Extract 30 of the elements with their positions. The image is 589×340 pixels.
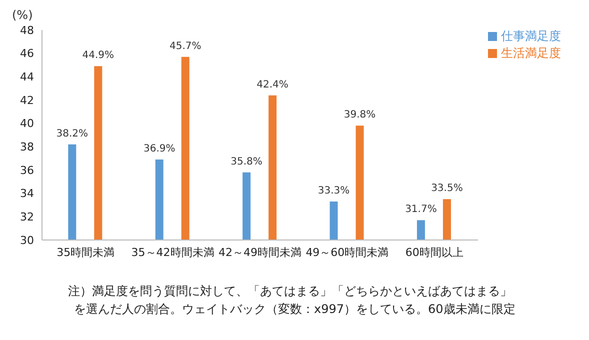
data-label: 44.9% [82,50,114,62]
y-tick-label: 30 [20,234,34,247]
y-tick-label: 34 [20,187,34,200]
data-label: 33.3% [318,186,350,196]
y-tick-label: 48 [20,24,34,37]
y-tick-label: 46 [20,47,34,60]
text: を選んだ人の割合。ウェイトバック（変数：x997）をしている。60歳未満に限定 [73,301,516,318]
data-label: 45.7% [169,40,202,52]
text: 注）満足度を問う質問に対して、「あてはまる」「どちらかといえばあてはまる」 [68,283,513,300]
y-tick-label: 36 [20,164,34,177]
x-tick-label: 49～60時間未満 [306,246,389,259]
data-label: 33.5% [431,183,463,194]
data-label: 42.4% [256,79,288,90]
x-tick-label: 60時間以上 [405,246,464,259]
y-tick-label: 38 [20,140,34,154]
data-label: 35.8% [230,156,262,168]
data-label: 39.8% [344,110,376,121]
y-tick-label: 42 [20,94,34,107]
data-label: 38.2% [56,128,88,140]
x-tick-label: 42～49時間未満 [218,246,302,259]
legend-label: 生活満足度 [501,46,561,60]
y-tick-label: 32 [20,210,34,224]
x-tick-label: 35～42時間未満 [131,246,214,259]
x-tick-label: 35時間未満 [56,246,115,259]
data-label: 36.9% [143,144,176,154]
legend-label: 仕事満足度 [501,29,561,43]
data-label: 31.7% [405,204,437,216]
y-tick-label: 40 [20,117,34,130]
y-tick-label: 44 [20,70,34,84]
y-axis-title: (%) [12,8,33,22]
